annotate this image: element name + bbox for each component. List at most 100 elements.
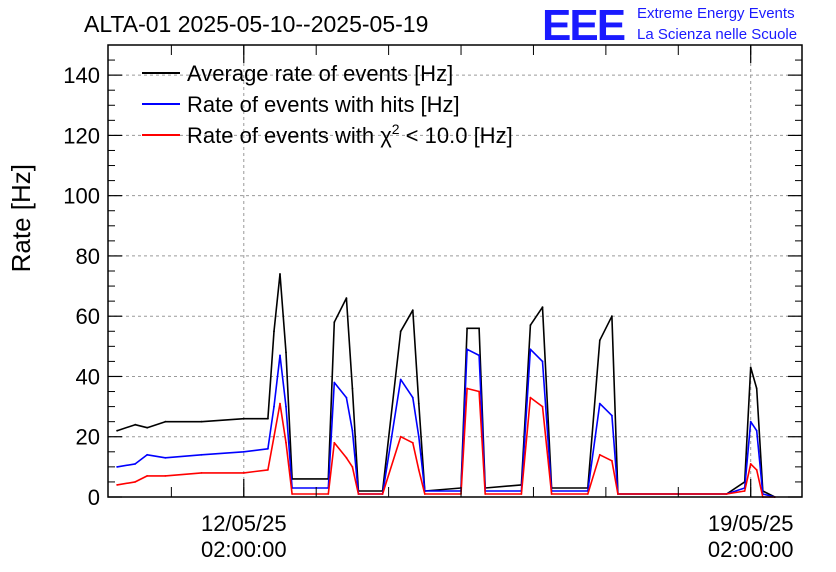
data-point (267, 447, 269, 450)
data-point (146, 426, 149, 429)
data-point (411, 309, 414, 312)
data-point (285, 441, 287, 444)
data-point (598, 453, 601, 456)
data-point (285, 405, 287, 408)
data-point (423, 493, 426, 495)
data-point (242, 417, 245, 420)
legend-label-chi2-rate: Rate of events with χ2 < 10.0 [Hz] (187, 121, 513, 148)
data-point (285, 351, 287, 354)
data-point (541, 360, 544, 363)
data-point (598, 339, 601, 342)
data-point (541, 306, 544, 309)
data-point (529, 348, 532, 351)
data-point (200, 420, 203, 423)
data-point (116, 466, 118, 468)
data-point (134, 423, 137, 426)
data-point (529, 396, 532, 399)
data-point (279, 354, 281, 357)
data-point (417, 435, 420, 438)
data-point (399, 330, 402, 333)
data-point (743, 490, 746, 492)
data-point (466, 387, 468, 390)
data-point (520, 493, 523, 495)
data-point (399, 378, 402, 381)
y-tick-label: 100 (63, 184, 100, 209)
series-chi2-rate (116, 387, 776, 498)
legend-label-hits-rate: Rate of events with hits [Hz] (187, 92, 460, 117)
data-point (273, 435, 275, 438)
data-point (327, 493, 330, 495)
eee-logo: EEE Extreme Energy Events La Scienza nel… (542, 1, 797, 50)
grid-lines (108, 45, 802, 497)
data-point (116, 429, 118, 432)
series-layer (116, 273, 776, 498)
y-tick-label: 60 (76, 304, 100, 329)
data-point (279, 273, 281, 275)
data-point (273, 330, 275, 333)
y-tick-label: 140 (63, 63, 100, 88)
chart-title: ALTA-01 2025-05-10--2025-05-19 (84, 11, 428, 37)
data-point (529, 324, 532, 327)
data-point (116, 484, 118, 486)
data-point (146, 453, 149, 456)
legend-label-average-rate: Average rate of events [Hz] (187, 61, 453, 86)
data-point (611, 414, 613, 417)
y-tick-label: 120 (63, 123, 100, 148)
x-tick-time: 02:00:00 (201, 537, 287, 562)
brand-line1: Extreme Energy Events (637, 5, 795, 22)
series-average-rate (116, 273, 776, 498)
data-point (484, 493, 487, 495)
data-point (333, 441, 336, 444)
y-tick-label: 80 (76, 244, 100, 269)
data-point (242, 472, 245, 474)
data-point (550, 493, 553, 495)
eee-logo-text: EEE (542, 1, 625, 50)
data-point (267, 469, 269, 471)
data-point (586, 493, 589, 495)
data-point (351, 387, 354, 390)
series-line-chi2-rate (116, 387, 775, 498)
data-point (478, 354, 480, 357)
data-point (357, 493, 360, 495)
data-point (279, 402, 281, 405)
data-point (333, 321, 336, 324)
data-point (164, 475, 167, 477)
data-point (478, 390, 480, 393)
data-point (755, 469, 758, 471)
y-tick-label: 40 (76, 364, 100, 389)
data-point (611, 315, 613, 318)
brand-line2: La Scienza nelle Scuole (637, 26, 797, 43)
data-point (345, 297, 348, 299)
series-hits-rate (116, 348, 776, 498)
data-point (617, 493, 619, 495)
data-point (134, 463, 137, 465)
data-point (333, 381, 336, 384)
data-point (411, 396, 414, 399)
x-tick-date: 12/05/25 (201, 511, 287, 536)
y-axis: 0 20 40 60 80 100 120 140 (63, 44, 802, 510)
data-point (749, 420, 752, 423)
data-point (345, 396, 348, 399)
data-point (345, 456, 348, 459)
x-tick-time: 02:00:00 (708, 537, 794, 562)
data-point (267, 417, 269, 420)
data-point (351, 466, 354, 468)
data-point (411, 441, 414, 444)
data-point (164, 456, 167, 459)
data-point (291, 493, 293, 495)
y-tick-label: 0 (88, 485, 100, 510)
data-point (351, 429, 354, 432)
data-point (478, 327, 480, 330)
data-point (466, 327, 468, 330)
series-line-hits-rate (116, 348, 775, 498)
data-point (749, 366, 752, 369)
y-tick-label: 20 (76, 425, 100, 450)
data-point (381, 493, 384, 495)
y-axis-label: Rate [Hz] (6, 164, 36, 272)
data-point (273, 405, 275, 408)
data-point (134, 481, 137, 483)
data-point (242, 450, 245, 453)
data-point (611, 459, 613, 462)
